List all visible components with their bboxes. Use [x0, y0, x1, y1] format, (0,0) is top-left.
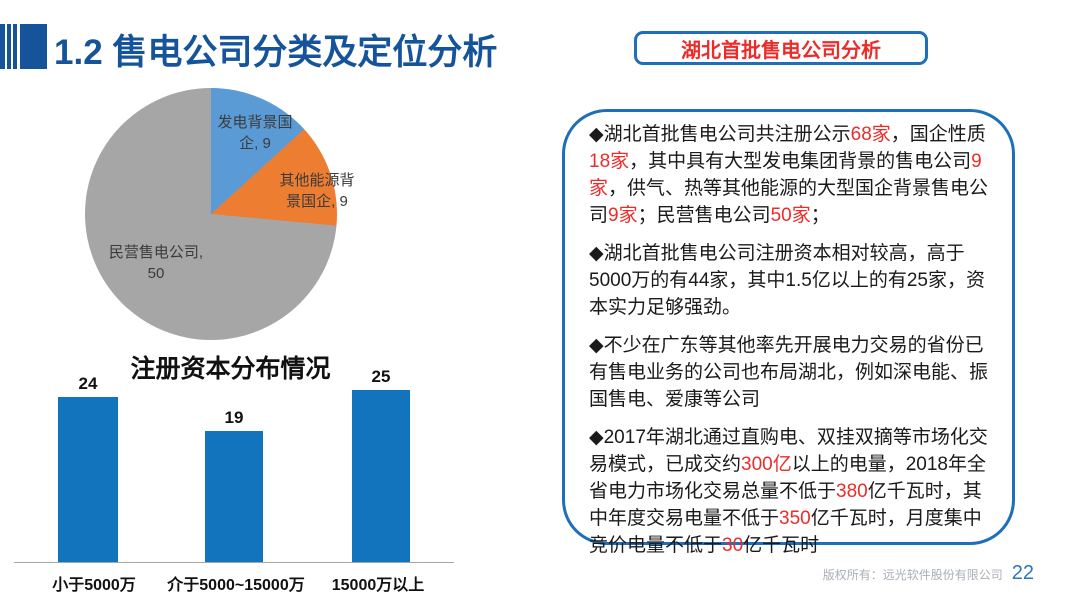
- pie-label-power-generation-soe: 发电背景国 企, 9: [180, 112, 330, 154]
- page-number: 22: [1011, 562, 1034, 584]
- pie-label-line: 其他能源背: [279, 172, 355, 189]
- stripe-bar: [7, 24, 11, 69]
- paragraph-text: ；民营售电公司: [637, 205, 771, 226]
- pie-chart: 发电背景国 企, 9 其他能源背 景国企, 9 民营售电公司, 50: [85, 88, 355, 340]
- bar-value-label: 19: [224, 408, 244, 427]
- highlighted-number: 18家: [589, 151, 630, 172]
- paragraph-text: 亿千瓦时，其中年度交易电量不低于: [589, 481, 982, 529]
- stripe-block: [20, 24, 47, 69]
- pie-label-line: 民营售电公司,: [108, 244, 204, 261]
- stripe-bar: [13, 24, 17, 69]
- pie-label-line: 50: [147, 265, 165, 282]
- stripe-bar: [0, 24, 5, 69]
- paragraph-text: 亿千瓦时: [743, 535, 820, 556]
- highlighted-number: 50家: [770, 205, 811, 226]
- bar-chart-title: 注册资本分布情况: [130, 355, 331, 383]
- bar-rect: [205, 431, 263, 562]
- pie-label-other-energy-soe: 其他能源背 景国企, 9: [242, 170, 392, 212]
- copyright-text: 版权所有：远光软件股份有限公司: [822, 568, 1003, 582]
- paragraph-text: 以上的电量，2018年全省电力市场化交易总量不低于: [589, 454, 986, 502]
- panel-paragraph-registration: ◆湖北首批售电公司共注册公示68家，国企性质 18家，其中具有大型发电集团背景的售…: [589, 121, 992, 229]
- highlighted-number: 30: [722, 535, 744, 556]
- category-label: 介于5000~15000万: [167, 577, 305, 594]
- paragraph-text: ，国企性质: [890, 124, 986, 145]
- paragraph-text: ，其中具有大型发电集团背景的售电公司: [629, 151, 972, 172]
- panel-paragraph-capital: ◆湖北首批售电公司注册资本相对较高，高于5000万的有44家，其中1.5亿以上的…: [589, 240, 992, 321]
- analysis-text-panel: ◆湖北首批售电公司共注册公示68家，国企性质 18家，其中具有大型发电集团背景的售…: [562, 109, 1015, 556]
- bar-rect: [58, 397, 118, 562]
- highlighted-number: 68家: [850, 124, 891, 145]
- bar-column: 19: [205, 408, 263, 562]
- bar-column: 24: [58, 374, 118, 562]
- paragraph-text: ◆湖北首批售电公司注册资本相对较高，高于5000万的有44家，其中1.5亿以上的…: [589, 243, 985, 318]
- pie-label-line: 企, 9: [239, 135, 271, 152]
- category-label: 15000万以上: [331, 577, 425, 594]
- panel-paragraph-trading-volume: ◆2017年湖北通过直购电、双挂双摘等市场化交易模式，已成交约300亿以上的电量…: [589, 424, 992, 559]
- highlighted-number: 300亿: [741, 454, 792, 475]
- paragraph-text: ，供气、热等其他能源的大型国企背景售电公司: [589, 178, 989, 226]
- panel-paragraph-other-provinces: ◆不少在广东等其他率先开展电力交易的省份已有售电业务的公司也布局湖北，例如深电能…: [589, 332, 992, 413]
- analysis-tag-label: 湖北首批售电公司分析: [681, 39, 881, 62]
- paragraph-text: ；: [810, 205, 830, 226]
- bar-value-label: 24: [78, 374, 98, 393]
- paragraph-text: ◆不少在广东等其他率先开展电力交易的省份已有售电业务的公司也布局湖北，例如深电能…: [589, 335, 989, 410]
- category-label: 小于5000万: [52, 577, 136, 594]
- pie-circle: [85, 88, 337, 340]
- bar-value-label: 25: [371, 367, 391, 386]
- highlighted-number: 380: [836, 481, 868, 502]
- highlighted-number: 350: [779, 508, 811, 529]
- pie-label-line: 景国企, 9: [286, 193, 348, 210]
- paragraph-text: ◆2017年湖北通过直购电、双挂双摘等市场化交易模式，已成交约: [589, 427, 988, 475]
- bar-column: 25: [352, 367, 410, 562]
- pie-label-line: 发电背景国: [217, 114, 293, 131]
- bar-rect: [352, 390, 410, 562]
- pie-label-private-company: 民营售电公司, 50: [81, 242, 231, 284]
- page-title: 1.2 售电公司分类及定位分析: [54, 33, 498, 72]
- title-stripe-decoration-icon: [0, 24, 47, 69]
- highlighted-number: 9家: [608, 205, 638, 226]
- paragraph-text: ◆湖北首批售电公司共注册公示: [589, 124, 851, 145]
- footer: 版权所有：远光软件股份有限公司 22: [823, 562, 1034, 585]
- highlighted-number: 9家: [589, 151, 982, 199]
- x-axis-line: [14, 562, 454, 563]
- analysis-tag-box: 湖北首批售电公司分析: [634, 31, 928, 65]
- paragraph-text: 亿千瓦时，月度集中竞价电量不低于: [589, 508, 982, 556]
